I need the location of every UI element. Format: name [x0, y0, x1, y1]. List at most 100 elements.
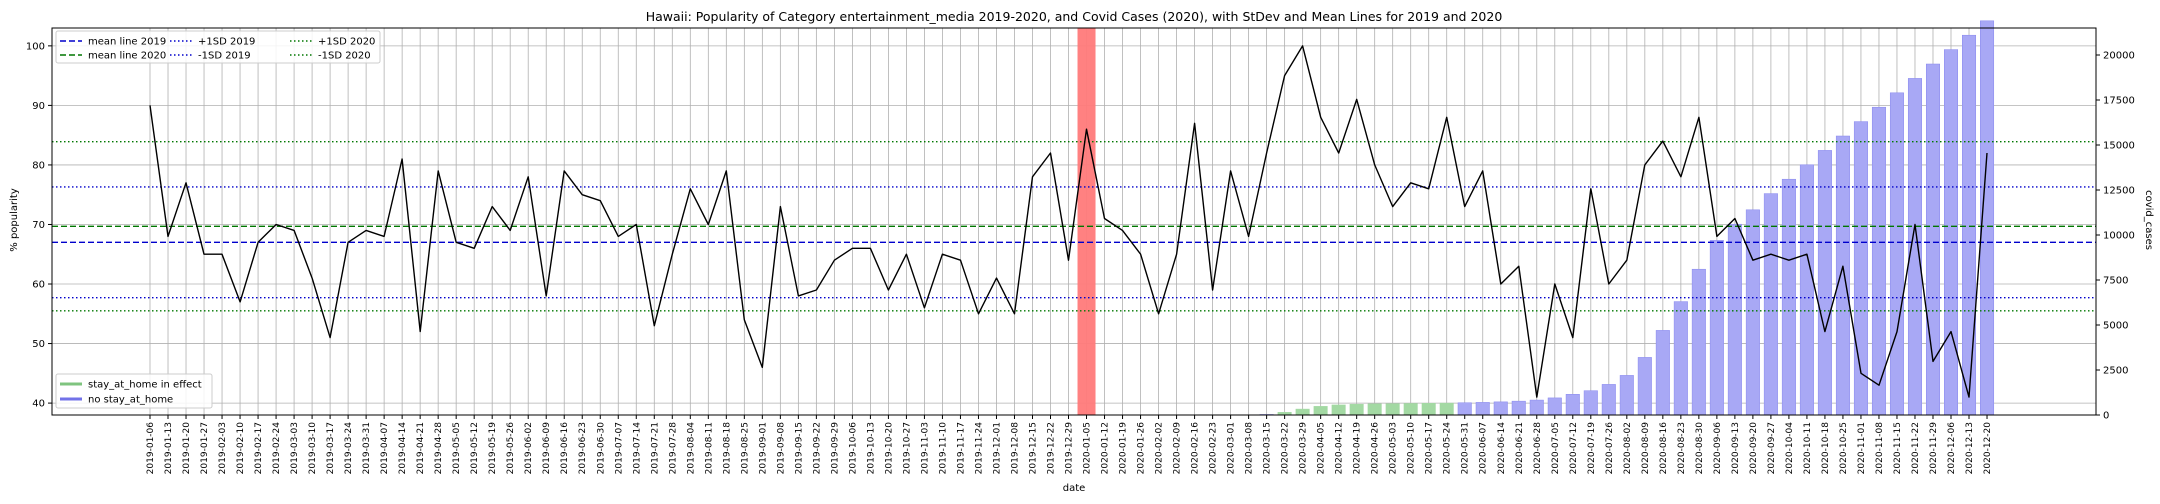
- x-tick-label: 2019-03-03: [290, 422, 300, 474]
- x-tick-label: 2020-05-17: [1425, 422, 1435, 474]
- x-tick-label: 2019-12-08: [1011, 422, 1021, 475]
- y-tick-label: 100: [26, 41, 45, 52]
- y2-axis-ticks: 0 2500 5000 7500 10000 12500 15000 17500 20000: [2096, 51, 2135, 422]
- covid-bar: [1475, 402, 1490, 416]
- covid-bar: [1439, 402, 1454, 416]
- y2-axis-label: covid_cases: [2143, 190, 2154, 250]
- x-tick-label: 2020-04-12: [1335, 422, 1345, 474]
- x-tick-label: 2020-01-19: [1119, 422, 1129, 475]
- x-tick-label: 2019-10-20: [884, 422, 894, 475]
- x-tick-label: 2020-09-20: [1749, 422, 1759, 475]
- covid-bar: [1673, 301, 1688, 416]
- x-tick-label: 2019-06-16: [560, 422, 570, 475]
- legend-line-label: -1SD 2019: [198, 51, 251, 62]
- x-tick-label: 2020-06-28: [1533, 422, 1543, 475]
- x-tick-label: 2020-11-15: [1893, 422, 1903, 474]
- x-tick-label: 2019-08-25: [740, 422, 750, 474]
- x-tick-label: 2019-02-17: [254, 422, 264, 474]
- y2-tick-label: 7500: [2103, 276, 2128, 287]
- x-tick-label: 2019-03-17: [326, 422, 336, 474]
- y-tick-label: 90: [32, 101, 45, 112]
- x-tick-label: 2019-12-15: [1029, 422, 1039, 474]
- x-tick-label: 2019-07-28: [668, 422, 678, 475]
- covid-bar: [1871, 106, 1886, 416]
- covid-bar: [1655, 330, 1670, 416]
- legend-line-label: mean line 2020: [88, 51, 166, 62]
- x-tick-label: 2020-09-06: [1713, 422, 1723, 475]
- x-tick-label: 2019-08-18: [722, 422, 732, 475]
- covid-bar: [1349, 403, 1364, 416]
- x-tick-label: 2019-05-26: [506, 422, 516, 475]
- plot-frame: [51, 27, 2097, 416]
- x-tick-label: 2019-07-21: [650, 422, 660, 474]
- x-tick-label: 2019-10-13: [866, 422, 876, 474]
- covid-bar: [1619, 375, 1634, 416]
- y2-tick-label: 20000: [2103, 51, 2135, 62]
- x-tick-label: 2020-02-02: [1155, 422, 1165, 474]
- x-tick-label: 2020-05-24: [1443, 422, 1453, 475]
- x-tick-label: 2020-10-11: [1803, 422, 1813, 474]
- x-tick-label: 2019-11-03: [920, 422, 930, 474]
- y2-tick-label: 5000: [2103, 321, 2128, 332]
- x-tick-label: 2020-08-16: [1659, 422, 1669, 475]
- y-tick-label: 50: [32, 339, 45, 350]
- covid-bar: [1925, 63, 1940, 416]
- y2-tick-label: 12500: [2103, 186, 2135, 197]
- x-tick-label: 2020-07-05: [1551, 422, 1561, 474]
- x-tick-label: 2020-04-26: [1371, 422, 1381, 475]
- x-tick-label: 2019-01-27: [200, 422, 210, 474]
- x-tick-label: 2019-09-08: [776, 422, 786, 475]
- x-tick-label: 2020-11-29: [1929, 422, 1939, 475]
- x-tick-label: 2019-01-06: [146, 422, 156, 475]
- covid-bar: [1709, 240, 1724, 416]
- x-tick-label: 2020-07-12: [1569, 422, 1579, 474]
- y2-tick-label: 17500: [2103, 96, 2135, 107]
- legend-box: [55, 373, 213, 409]
- covid-bar: [1403, 403, 1418, 416]
- covid-bar: [1565, 394, 1580, 416]
- covid-bar: [1835, 135, 1850, 416]
- covid-bar: [1817, 150, 1832, 416]
- x-tick-label: 2020-10-04: [1785, 422, 1795, 475]
- x-tick-label: 2019-11-10: [938, 422, 948, 475]
- legend-line-label: mean line 2019: [88, 37, 166, 48]
- x-tick-label: 2019-06-23: [578, 422, 588, 474]
- x-tick-label: 2019-05-19: [488, 422, 498, 475]
- y2-tick-label: 10000: [2103, 231, 2135, 242]
- x-tick-label: 2020-12-06: [1947, 422, 1957, 475]
- covid-bar: [1583, 390, 1598, 416]
- x-tick-label: 2020-05-03: [1389, 422, 1399, 474]
- covid-bar: [1295, 408, 1310, 416]
- chart-title: Hawaii: Popularity of Category entertain…: [646, 9, 1503, 24]
- covid-bar: [1421, 403, 1436, 416]
- x-tick-label: 2019-11-17: [957, 422, 967, 474]
- legend-line-label: -1SD 2020: [318, 51, 371, 62]
- x-tick-label: 2020-07-26: [1605, 422, 1615, 475]
- x-tick-label: 2019-01-13: [164, 422, 174, 474]
- x-tick-label: 2020-11-22: [1911, 422, 1921, 474]
- covid-bar: [1511, 400, 1526, 416]
- x-tick-label: 2020-12-13: [1965, 422, 1975, 474]
- x-tick-label: 2019-02-24: [272, 422, 282, 475]
- x-tick-label: 2019-09-22: [812, 422, 822, 474]
- covid-bar: [1745, 209, 1760, 416]
- popularity-series: [149, 45, 1988, 398]
- covid-bar: [1385, 403, 1400, 416]
- grid: [52, 28, 2096, 415]
- x-tick-label: 2019-12-01: [993, 422, 1003, 474]
- y2-tick-label: 15000: [2103, 141, 2135, 152]
- x-tick-label: 2020-01-26: [1137, 422, 1147, 475]
- covid-bar: [1691, 268, 1706, 416]
- x-tick-label: 2020-12-20: [1983, 422, 1993, 475]
- covid-bar: [1637, 357, 1652, 416]
- x-tick-label: 2019-12-29: [1065, 422, 1075, 475]
- x-tick-label: 2020-02-16: [1191, 422, 1201, 475]
- covid-bar: [1962, 34, 1977, 416]
- y-tick-label: 60: [32, 280, 45, 291]
- x-tick-label: 2020-09-27: [1767, 422, 1777, 474]
- x-tick-label: 2020-11-08: [1875, 422, 1885, 475]
- x-tick-label: 2019-06-30: [596, 422, 606, 475]
- x-tick-label: 2019-06-02: [524, 422, 534, 474]
- x-tick-label: 2019-06-09: [542, 422, 552, 475]
- legend-bars: stay_at_home in effect no stay_at_home: [55, 373, 213, 409]
